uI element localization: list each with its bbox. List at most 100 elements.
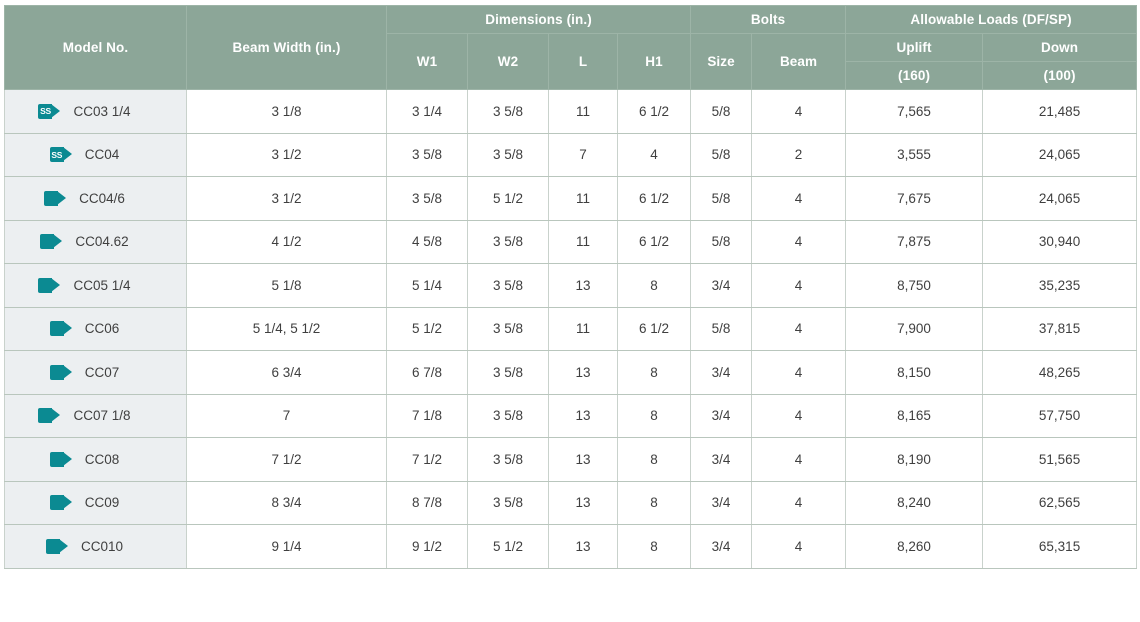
- cell-beam-width: 6 3/4: [186, 350, 387, 395]
- header-h1: H1: [616, 33, 692, 90]
- cell-bolt-beam: 4: [751, 219, 847, 264]
- cell-l: 11: [548, 89, 618, 134]
- table-row[interactable]: SS CC04 3 1/2 3 5/8 3 5/8 7 4 5/8 2 3,555 24,065: [4, 132, 1138, 177]
- cell-bolt-size: 5/8: [690, 306, 753, 351]
- cell-model-no: SS CC04: [4, 132, 187, 177]
- tag-icon: [49, 321, 72, 337]
- cell-beam-width: 7 1/2: [186, 437, 387, 482]
- tag-icon: [49, 495, 72, 511]
- cell-model-no: CC04.62: [4, 219, 187, 264]
- cell-beam-width: 7: [186, 393, 387, 438]
- cell-uplift: 7,675: [845, 176, 984, 221]
- cell-w2: 5 1/2: [467, 524, 549, 569]
- cell-bolt-size: 5/8: [690, 176, 753, 221]
- table-row[interactable]: CC07 6 3/4 6 7/8 3 5/8 13 8 3/4 4 8,150 48,265: [4, 350, 1138, 395]
- cell-w2: 3 5/8: [467, 263, 549, 308]
- cell-bolt-size: 3/4: [690, 480, 753, 525]
- tag-icon: [40, 234, 63, 250]
- cell-l: 11: [548, 176, 618, 221]
- product-spec-table: Model No. Beam Width (in.) Dimensions (i…: [4, 5, 1138, 569]
- cell-beam-width: 5 1/8: [186, 263, 387, 308]
- model-label: CC06: [84, 321, 120, 337]
- ss-tag-icon: SS: [49, 147, 72, 163]
- cell-beam-width: 3 1/2: [186, 132, 387, 177]
- cell-l: 11: [548, 219, 618, 264]
- model-label: CC03 1/4: [73, 103, 131, 119]
- table-row[interactable]: CC04/6 3 1/2 3 5/8 5 1/2 11 6 1/2 5/8 4 7,675 24,…: [4, 176, 1138, 221]
- cell-w1: 8 7/8: [386, 480, 468, 525]
- cell-down: 30,940: [982, 219, 1138, 264]
- model-label: CC08: [84, 451, 120, 467]
- cell-down: 24,065: [982, 132, 1138, 177]
- header-down: Down: [982, 33, 1138, 62]
- cell-w2: 3 5/8: [467, 89, 549, 134]
- header-down-factor: (100): [982, 61, 1138, 90]
- table-row[interactable]: CC010 9 1/4 9 1/2 5 1/2 13 8 3/4 4 8,260 65,315: [4, 524, 1138, 569]
- header-w2: W2: [467, 33, 549, 90]
- cell-model-no: CC07: [4, 350, 187, 395]
- cell-w1: 6 7/8: [386, 350, 468, 395]
- cell-uplift: 7,875: [845, 219, 984, 264]
- cell-w1: 5 1/2: [386, 306, 468, 351]
- header-group-allowable-loads: Allowable Loads (DF/SP): [845, 5, 1138, 34]
- header-uplift-factor: (160): [845, 61, 984, 90]
- tag-icon: [38, 408, 61, 424]
- table-row[interactable]: CC05 1/4 5 1/8 5 1/4 3 5/8 13 8 3/4 4 8,750 35,23…: [4, 263, 1138, 308]
- cell-down: 21,485: [982, 89, 1138, 134]
- cell-beam-width: 9 1/4: [186, 524, 387, 569]
- table-row[interactable]: CC09 8 3/4 8 7/8 3 5/8 13 8 3/4 4 8,240 62,565: [4, 480, 1138, 525]
- cell-down: 51,565: [982, 437, 1138, 482]
- cell-h1: 6 1/2: [616, 176, 692, 221]
- cell-uplift: 7,565: [845, 89, 984, 134]
- cell-model-no: SS CC03 1/4: [4, 89, 187, 134]
- cell-h1: 8: [616, 350, 692, 395]
- cell-beam-width: 3 1/2: [186, 176, 387, 221]
- table-row[interactable]: CC04.62 4 1/2 4 5/8 3 5/8 11 6 1/2 5/8 4 7,875 30…: [4, 219, 1138, 264]
- cell-h1: 8: [616, 480, 692, 525]
- model-label: CC010: [80, 538, 124, 554]
- table-row[interactable]: CC08 7 1/2 7 1/2 3 5/8 13 8 3/4 4 8,190 51,565: [4, 437, 1138, 482]
- header-group-dimensions: Dimensions (in.): [385, 5, 692, 34]
- cell-w1: 3 5/8: [386, 176, 468, 221]
- cell-w1: 9 1/2: [386, 524, 468, 569]
- cell-down: 24,065: [982, 176, 1138, 221]
- cell-bolt-beam: 2: [751, 132, 847, 177]
- cell-w1: 3 1/4: [386, 89, 468, 134]
- tag-icon: [45, 538, 68, 554]
- cell-bolt-size: 3/4: [690, 437, 753, 482]
- cell-bolt-beam: 4: [751, 176, 847, 221]
- cell-w1: 7 1/2: [386, 437, 468, 482]
- header-bolt-size: Size: [690, 33, 753, 90]
- cell-beam-width: 8 3/4: [186, 480, 387, 525]
- tag-icon: [49, 364, 72, 380]
- cell-model-no: CC07 1/8: [4, 393, 187, 438]
- cell-model-no: CC08: [4, 437, 187, 482]
- cell-bolt-size: 3/4: [690, 350, 753, 395]
- ss-label: SS: [40, 106, 51, 116]
- cell-uplift: 8,240: [845, 480, 984, 525]
- cell-l: 13: [548, 480, 618, 525]
- cell-h1: 8: [616, 263, 692, 308]
- cell-bolt-size: 5/8: [690, 132, 753, 177]
- cell-down: 35,235: [982, 263, 1138, 308]
- cell-w2: 3 5/8: [467, 132, 549, 177]
- cell-model-no: CC010: [4, 524, 187, 569]
- table-row[interactable]: CC06 5 1/4, 5 1/2 5 1/2 3 5/8 11 6 1/2 5/8 4 7,9…: [4, 306, 1138, 351]
- cell-l: 13: [548, 263, 618, 308]
- cell-l: 13: [548, 437, 618, 482]
- cell-h1: 8: [616, 437, 692, 482]
- cell-bolt-size: 5/8: [690, 89, 753, 134]
- table-row[interactable]: CC07 1/8 7 7 1/8 3 5/8 13 8 3/4 4 8,165 57,750: [4, 393, 1138, 438]
- table-row[interactable]: SS CC03 1/4 3 1/8 3 1/4 3 5/8 11 6 1/2 5/8 4 7,56…: [4, 89, 1138, 134]
- cell-l: 13: [548, 393, 618, 438]
- model-label: CC04: [84, 147, 120, 163]
- cell-w2: 3 5/8: [467, 219, 549, 264]
- cell-bolt-beam: 4: [751, 263, 847, 308]
- cell-h1: 8: [616, 524, 692, 569]
- cell-h1: 4: [616, 132, 692, 177]
- cell-uplift: 8,165: [845, 393, 984, 438]
- cell-bolt-beam: 4: [751, 350, 847, 395]
- cell-w1: 7 1/8: [386, 393, 468, 438]
- header-row-3: (160) (100): [5, 61, 1138, 90]
- cell-bolt-beam: 4: [751, 89, 847, 134]
